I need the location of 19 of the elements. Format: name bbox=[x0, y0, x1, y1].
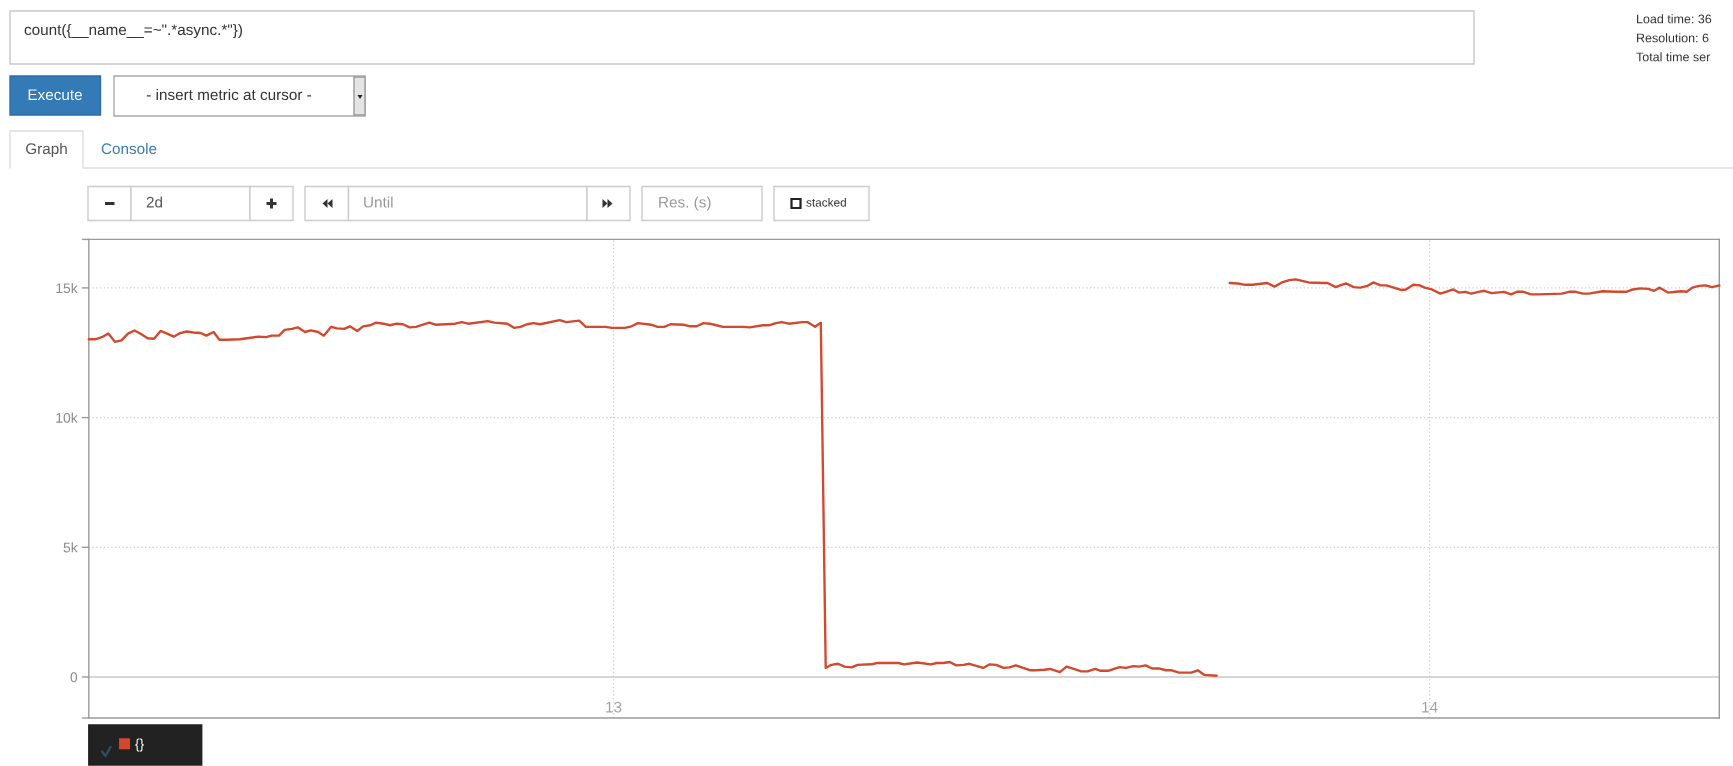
y-tick-label: 10k bbox=[56, 412, 78, 423]
text: Execute bbox=[28, 89, 82, 101]
text: Res. (s) bbox=[659, 196, 711, 211]
x-tick-label: 13 bbox=[606, 701, 622, 713]
text: count({__name__=~".*async.*"}) bbox=[24, 23, 242, 39]
y-tick-label: 5k bbox=[63, 542, 78, 553]
y-tick-label: 15k bbox=[56, 282, 78, 294]
text: Resolution: 6 bbox=[1637, 33, 1709, 43]
text: Until bbox=[364, 196, 393, 208]
text: Graph bbox=[26, 142, 67, 158]
x-tick-label: 14 bbox=[1422, 701, 1438, 713]
y-tick-label: 0 bbox=[70, 672, 78, 683]
text: - insert metric at cursor - bbox=[146, 88, 312, 101]
text: Load time: 36 bbox=[1637, 14, 1712, 24]
text: Console bbox=[101, 142, 157, 155]
text: 2d bbox=[146, 196, 163, 208]
legend-label: {} bbox=[135, 738, 144, 752]
text: stacked bbox=[806, 198, 846, 207]
text: Total time ser bbox=[1636, 52, 1711, 62]
